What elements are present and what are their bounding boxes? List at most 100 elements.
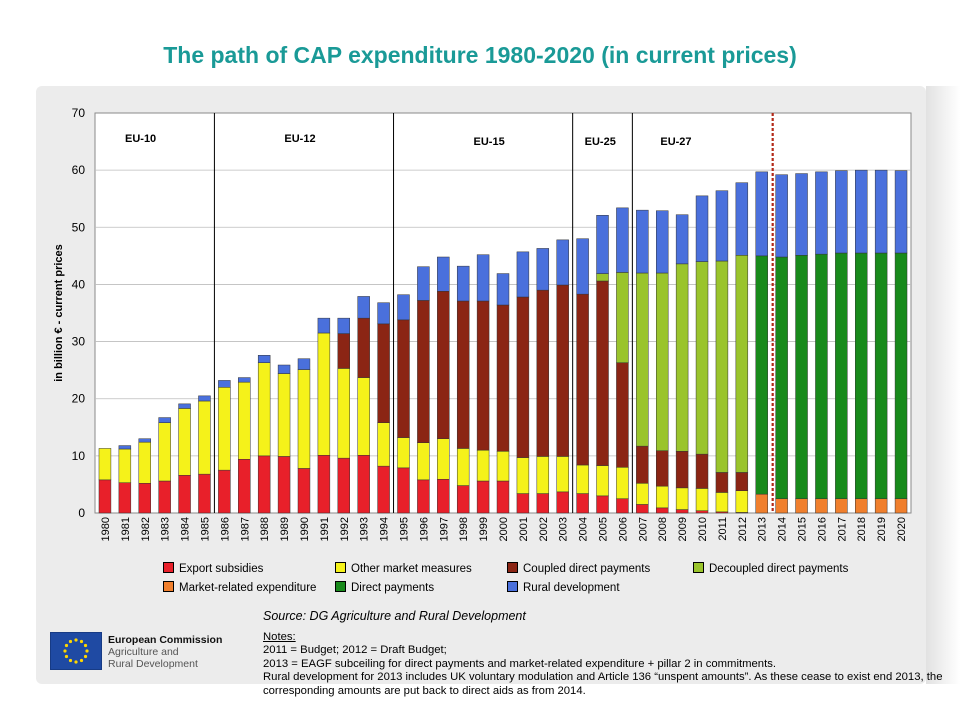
bar-segment — [437, 291, 450, 439]
bar-segment — [516, 296, 530, 458]
notes: Notes: 2011 = Budget; 2012 = Draft Budge… — [263, 631, 958, 698]
bar-segment — [795, 255, 808, 499]
star-icon — [83, 643, 88, 648]
bar-segment — [695, 261, 709, 455]
bar-segment — [277, 373, 291, 457]
bar-segment — [576, 293, 589, 466]
bar-segment — [456, 448, 470, 486]
bar-segment — [556, 491, 569, 514]
bar-segment — [835, 498, 848, 514]
star-icon — [83, 654, 88, 659]
star-icon — [63, 649, 67, 653]
source-note: Source: DG Agriculture and Rural Develop… — [263, 609, 526, 623]
x-tick-label: 2013 — [757, 517, 769, 541]
legend-item: Export subsidies — [163, 562, 263, 575]
x-tick-label: 1980 — [100, 517, 112, 541]
x-tick-label: 2010 — [697, 517, 709, 541]
legend-label: Direct payments — [351, 582, 435, 594]
star-icon — [79, 658, 84, 663]
bar-segment — [815, 253, 828, 499]
bar-segment — [456, 485, 470, 514]
y-tick-label: 0 — [78, 506, 85, 520]
legend-item: Coupled direct payments — [507, 562, 650, 575]
bar-segment — [357, 296, 370, 319]
bar-segment — [496, 451, 510, 482]
bar-segment — [596, 273, 609, 282]
period-label: EU-12 — [284, 133, 315, 145]
legend-label: Export subsidies — [179, 563, 264, 575]
y-tick-label: 10 — [72, 449, 86, 463]
bar-segment — [476, 449, 490, 482]
bar-segment — [397, 294, 410, 321]
legend-swatch — [163, 581, 174, 592]
bar-segment — [855, 252, 868, 499]
x-tick-label: 2011 — [717, 517, 729, 541]
x-tick-label: 1999 — [478, 517, 490, 541]
bar-segment — [715, 472, 729, 493]
bar-segment — [297, 468, 311, 514]
bar-segment — [138, 438, 151, 443]
x-tick-label: 1997 — [438, 517, 450, 541]
legend-swatch — [507, 581, 518, 592]
legend-item: Direct payments — [335, 581, 434, 594]
bar-segment — [874, 169, 888, 254]
bar-segment — [496, 304, 510, 452]
bar-segment — [775, 256, 788, 499]
bar-segment — [616, 362, 629, 468]
bar-segment — [536, 248, 550, 291]
bar-segment — [715, 190, 729, 262]
y-tick-label: 20 — [72, 392, 86, 406]
panel-shadow — [926, 86, 960, 684]
bar-segment — [655, 485, 669, 509]
bar-segment — [437, 479, 450, 514]
bar-segment — [297, 369, 311, 469]
bar-segment — [576, 493, 589, 514]
x-tick-label: 2008 — [657, 517, 669, 541]
bar-segment — [178, 408, 191, 476]
x-tick-label: 2020 — [896, 517, 908, 541]
logo-dg-line2: Rural Development — [108, 658, 198, 670]
bar-segment — [317, 455, 331, 514]
x-tick-label: 1989 — [279, 517, 291, 541]
bar-segment — [536, 493, 550, 514]
bar-segment — [636, 483, 649, 505]
bar-segment — [675, 214, 689, 265]
bar-segment — [178, 403, 191, 409]
bar-segment — [715, 260, 729, 473]
bar-segment — [238, 459, 251, 514]
bar-segment — [596, 215, 609, 274]
legend-swatch — [693, 562, 704, 573]
x-tick-label: 2009 — [677, 517, 689, 541]
bar-segment — [297, 358, 311, 370]
bar-segment — [317, 332, 331, 456]
bar-segment — [695, 453, 709, 489]
bar-segment — [198, 473, 211, 514]
star-icon — [64, 654, 69, 659]
period-label: EU-10 — [125, 133, 156, 145]
bar-segment — [377, 323, 390, 423]
bar-segment — [616, 272, 629, 363]
x-tick-label: 1994 — [379, 517, 391, 541]
bar-segment — [417, 479, 430, 514]
bar-segment — [695, 195, 709, 262]
bar-segment — [755, 171, 768, 257]
y-tick-label: 70 — [72, 106, 86, 120]
bars — [98, 169, 908, 514]
note-line: 2013 = EAGF subceiling for direct paymen… — [263, 657, 776, 670]
bar-segment — [616, 498, 629, 514]
star-icon — [68, 639, 73, 644]
bar-segment — [238, 381, 251, 460]
bar-segment — [675, 487, 689, 510]
bar-segment — [357, 455, 370, 514]
x-tick-label: 2004 — [578, 517, 590, 541]
legend-label: Coupled direct payments — [523, 563, 651, 575]
bar-segment — [397, 437, 410, 469]
bar-segment — [118, 445, 132, 450]
bar-segment — [675, 509, 689, 514]
x-tick-label: 2007 — [637, 517, 649, 541]
bar-segment — [476, 254, 490, 302]
x-tick-label: 1992 — [339, 517, 351, 541]
bar-segment — [118, 482, 132, 514]
legend-item: Decoupled direct payments — [693, 562, 848, 575]
note-line: Rural development for 2013 includes UK v… — [263, 671, 943, 697]
